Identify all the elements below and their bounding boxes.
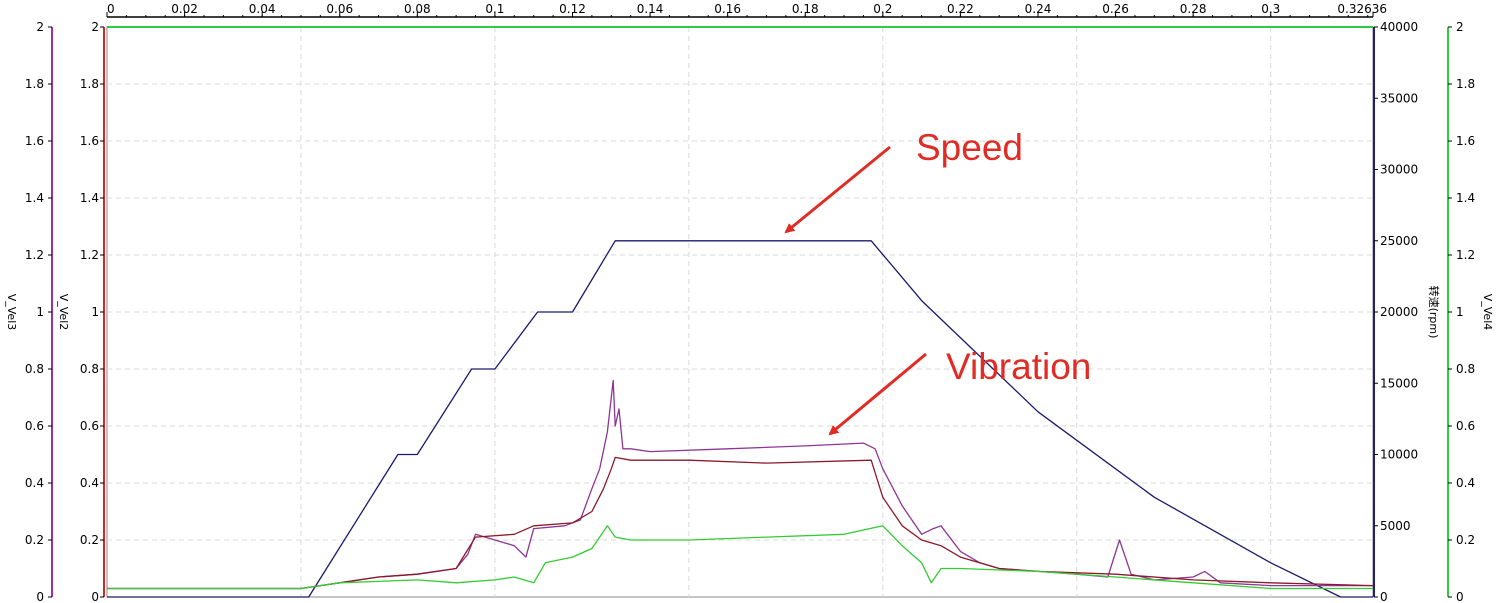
y-tick-label: 2 — [1456, 20, 1464, 34]
y-tick-label: 0.8 — [1456, 362, 1475, 376]
series-line-vel3 — [107, 379, 1373, 590]
x-tick-label: 0.02 — [171, 2, 198, 16]
y-tick-label: 5000 — [1380, 519, 1411, 533]
y-tick-label: 1.2 — [25, 248, 44, 262]
y-tick-label: 1 — [91, 305, 99, 319]
x-tick-label: 0.1 — [485, 2, 504, 16]
y-tick-label: 1.4 — [25, 191, 44, 205]
y-tick-label: 0.8 — [80, 362, 99, 376]
x-tick-label: 0.22 — [947, 2, 974, 16]
y-tick-label: 1.2 — [1456, 248, 1475, 262]
y-tick-label: 0.2 — [25, 533, 44, 547]
y-tick-label: 1 — [36, 305, 44, 319]
series-line-vel4 — [107, 525, 1373, 590]
annotation-label: Speed — [916, 127, 1023, 168]
y-tick-label: 1.8 — [1456, 77, 1475, 91]
annotations: Speed Vibration — [784, 127, 1091, 436]
y-tick-label: 0 — [1456, 590, 1464, 603]
x-tick-label: 0.12 — [559, 2, 586, 16]
y-tick-label: 2 — [91, 20, 99, 34]
y-tick-label: 0 — [36, 590, 44, 603]
x-tick-label: 0.26 — [1102, 2, 1129, 16]
y-tick-label: 0.4 — [25, 476, 44, 490]
y-axis-title-vel4: V_Vel4 — [1481, 294, 1494, 331]
y-tick-label: 20000 — [1380, 305, 1418, 319]
y-tick-label: 30000 — [1380, 163, 1418, 177]
x-tick-label: 0.24 — [1025, 2, 1052, 16]
y-tick-label: 0.2 — [1456, 533, 1475, 547]
y-tick-label: 15000 — [1380, 376, 1418, 390]
x-tick-label: 0.16 — [714, 2, 741, 16]
y-axis-title-speed: 转速(rpm) — [1427, 286, 1441, 339]
annotation-label: Vibration — [946, 346, 1091, 387]
y-tick-label: 10000 — [1380, 448, 1418, 462]
annotation-arrow — [784, 145, 891, 234]
x-tick-label: 0.28 — [1180, 2, 1207, 16]
y-tick-label: 25000 — [1380, 234, 1418, 248]
y-tick-label: 0.6 — [25, 419, 44, 433]
y-tick-label: 0.6 — [1456, 419, 1475, 433]
grid — [106, 26, 1374, 598]
x-tick-label: 0.18 — [792, 2, 819, 16]
y-tick-label: 35000 — [1380, 91, 1418, 105]
annotation-arrow — [828, 352, 927, 436]
y-tick-label: 1.6 — [25, 134, 44, 148]
x-tick-label: 0.3 — [1261, 2, 1280, 16]
y-tick-label: 1.4 — [1456, 191, 1475, 205]
x-tick-label: 0.06 — [326, 2, 353, 16]
y-tick-label: 1.6 — [1456, 134, 1475, 148]
y-tick-label: 1.6 — [80, 134, 99, 148]
x-tick-label: 0 — [107, 2, 115, 16]
y-tick-label: 2 — [36, 20, 44, 34]
series-line-vel2 — [107, 456, 1374, 590]
y-tick-label: 0.6 — [80, 419, 99, 433]
y-tick-label: 1.4 — [80, 191, 99, 205]
x-tick-label: 0.08 — [404, 2, 431, 16]
y-tick-label: 1.8 — [80, 77, 99, 91]
x-tick-label: 0.04 — [249, 2, 276, 16]
y-tick-label: 0.4 — [80, 476, 99, 490]
y-tick-label: 40000 — [1380, 20, 1418, 34]
y-tick-label: 1.8 — [25, 77, 44, 91]
y-tick-label: 1.2 — [80, 248, 99, 262]
series-group — [107, 240, 1374, 598]
y-axis-title-vel2: V_Vel2 — [57, 294, 70, 331]
y-tick-label: 0 — [1380, 590, 1388, 603]
series-line-speed — [107, 240, 1373, 598]
axes: 0 0.02 0.04 0.06 0.08 0.1 0.12 0.14 0.16 0.18 0.2 0… — [5, 2, 1494, 603]
y-tick-label: 1 — [1456, 305, 1464, 319]
x-tick-label: 0.32636 — [1337, 2, 1387, 16]
y-tick-label: 0 — [91, 590, 99, 603]
y-axis-title-vel3: V_Vel3 — [5, 294, 18, 331]
y-tick-label: 0.8 — [25, 362, 44, 376]
y-tick-label: 0.4 — [1456, 476, 1475, 490]
x-tick-label: 0.14 — [637, 2, 664, 16]
y-tick-label: 0.2 — [80, 533, 99, 547]
x-tick-label: 0.2 — [873, 2, 892, 16]
